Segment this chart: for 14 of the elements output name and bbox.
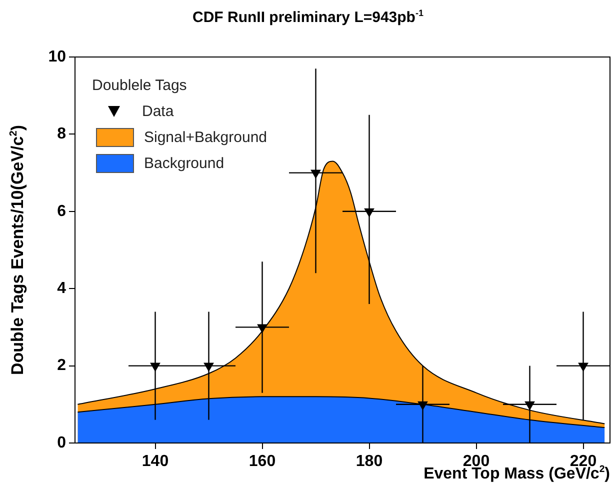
chart-title: CDF RunII preliminary L=943pb$^{-1}$ <box>192 8 424 26</box>
x-tick-label: 140 <box>142 453 169 470</box>
y-tick-label: 0 <box>57 434 66 452</box>
legend-label: Signal+Bakground <box>144 128 268 146</box>
x-tick-label: 160 <box>248 453 276 470</box>
y-tick-label: 8 <box>57 126 66 143</box>
y-tick-label: 2 <box>57 357 66 374</box>
legend-label: Data <box>142 102 174 120</box>
x-tick-label: 180 <box>356 453 383 470</box>
y-tick-label: 10 <box>48 48 66 66</box>
legend-title: Doublele Tags <box>92 76 188 96</box>
legend-label: Background <box>144 154 224 172</box>
y-tick-label: 6 <box>57 202 66 220</box>
y-tick-label: 4 <box>57 280 66 298</box>
